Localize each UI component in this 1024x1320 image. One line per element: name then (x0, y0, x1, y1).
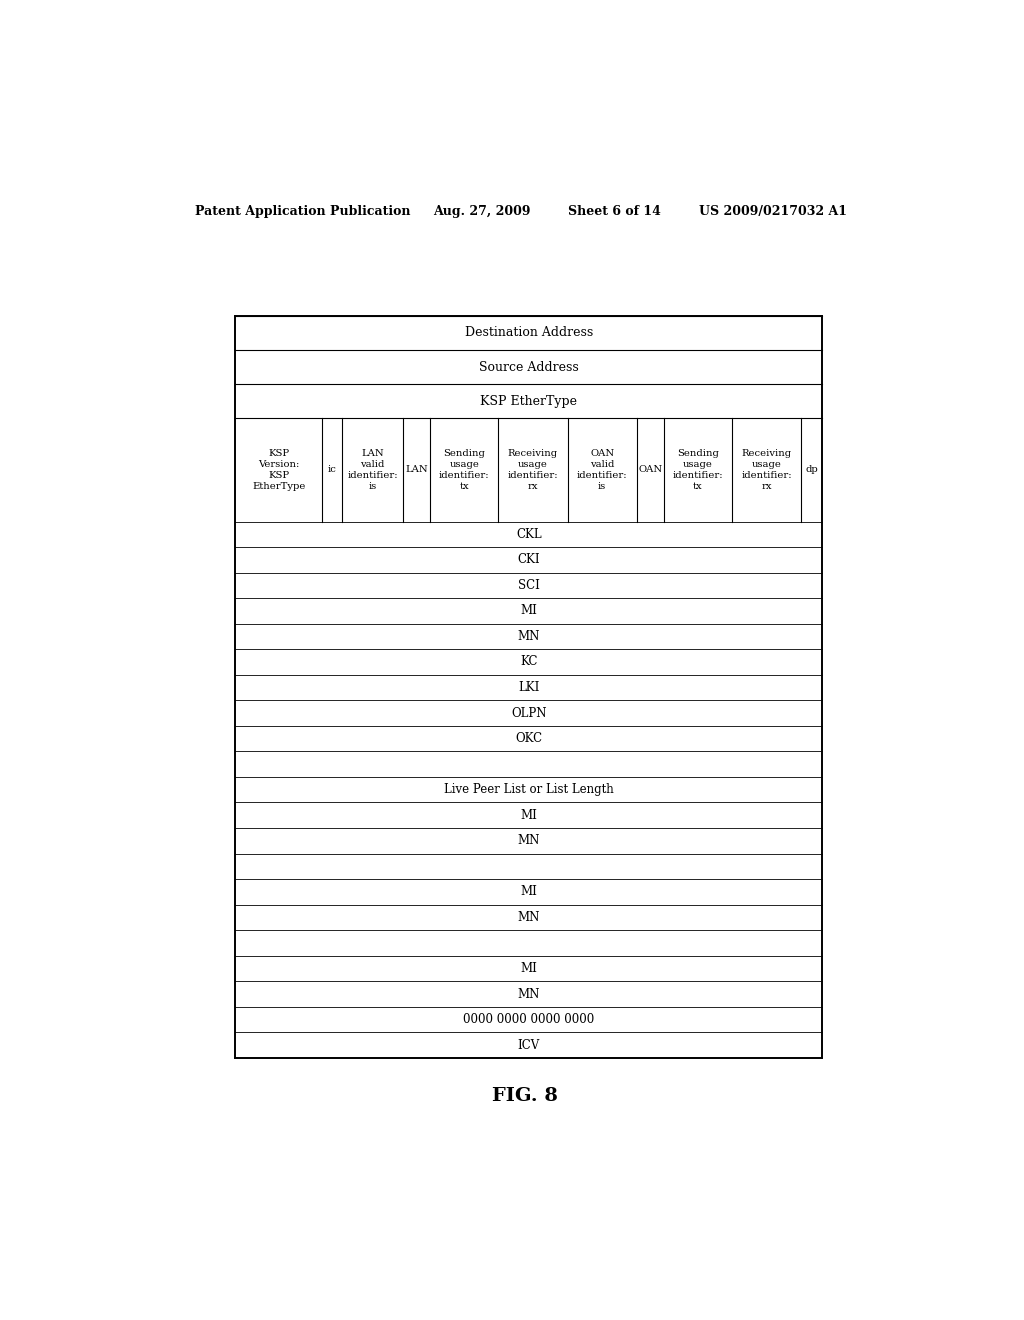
Text: OKC: OKC (515, 733, 543, 744)
Bar (236, 315, 822, 1057)
Text: CKL: CKL (516, 528, 542, 541)
Text: Destination Address: Destination Address (465, 326, 593, 339)
Text: Source Address: Source Address (479, 360, 579, 374)
Text: 0000 0000 0000 0000: 0000 0000 0000 0000 (463, 1012, 594, 1026)
Text: MI: MI (520, 809, 538, 822)
Text: OAN: OAN (638, 466, 663, 474)
Text: LAN
valid
identifier:
is: LAN valid identifier: is (347, 449, 398, 491)
Text: Receiving
usage
identifier:
rx: Receiving usage identifier: rx (508, 449, 558, 491)
Text: LKI: LKI (518, 681, 540, 694)
Text: Sending
usage
identifier:
tx: Sending usage identifier: tx (673, 449, 723, 491)
Text: SCI: SCI (518, 579, 540, 591)
Text: ICV: ICV (518, 1039, 540, 1052)
Text: KC: KC (520, 656, 538, 668)
Text: KSP EtherType: KSP EtherType (480, 395, 578, 408)
Text: MI: MI (520, 886, 538, 899)
Text: MN: MN (517, 630, 540, 643)
Text: Sheet 6 of 14: Sheet 6 of 14 (568, 205, 662, 218)
Text: CKI: CKI (517, 553, 540, 566)
Text: MN: MN (517, 987, 540, 1001)
Text: MN: MN (517, 834, 540, 847)
Text: KSP
Version:
KSP
EtherType: KSP Version: KSP EtherType (252, 449, 305, 491)
Text: LAN: LAN (406, 466, 428, 474)
Text: OAN
valid
identifier:
is: OAN valid identifier: is (577, 449, 628, 491)
Text: dp: dp (805, 466, 818, 474)
Text: US 2009/0217032 A1: US 2009/0217032 A1 (699, 205, 848, 218)
Text: FIG. 8: FIG. 8 (492, 1086, 558, 1105)
Text: MI: MI (520, 962, 538, 975)
Text: ic: ic (328, 466, 337, 474)
Text: Receiving
usage
identifier:
rx: Receiving usage identifier: rx (741, 449, 792, 491)
Text: MI: MI (520, 605, 538, 618)
Text: Live Peer List or List Length: Live Peer List or List Length (443, 783, 613, 796)
Text: Patent Application Publication: Patent Application Publication (196, 205, 411, 218)
Text: MN: MN (517, 911, 540, 924)
Text: OLPN: OLPN (511, 706, 547, 719)
Text: Sending
usage
identifier:
tx: Sending usage identifier: tx (439, 449, 489, 491)
Text: Aug. 27, 2009: Aug. 27, 2009 (433, 205, 531, 218)
